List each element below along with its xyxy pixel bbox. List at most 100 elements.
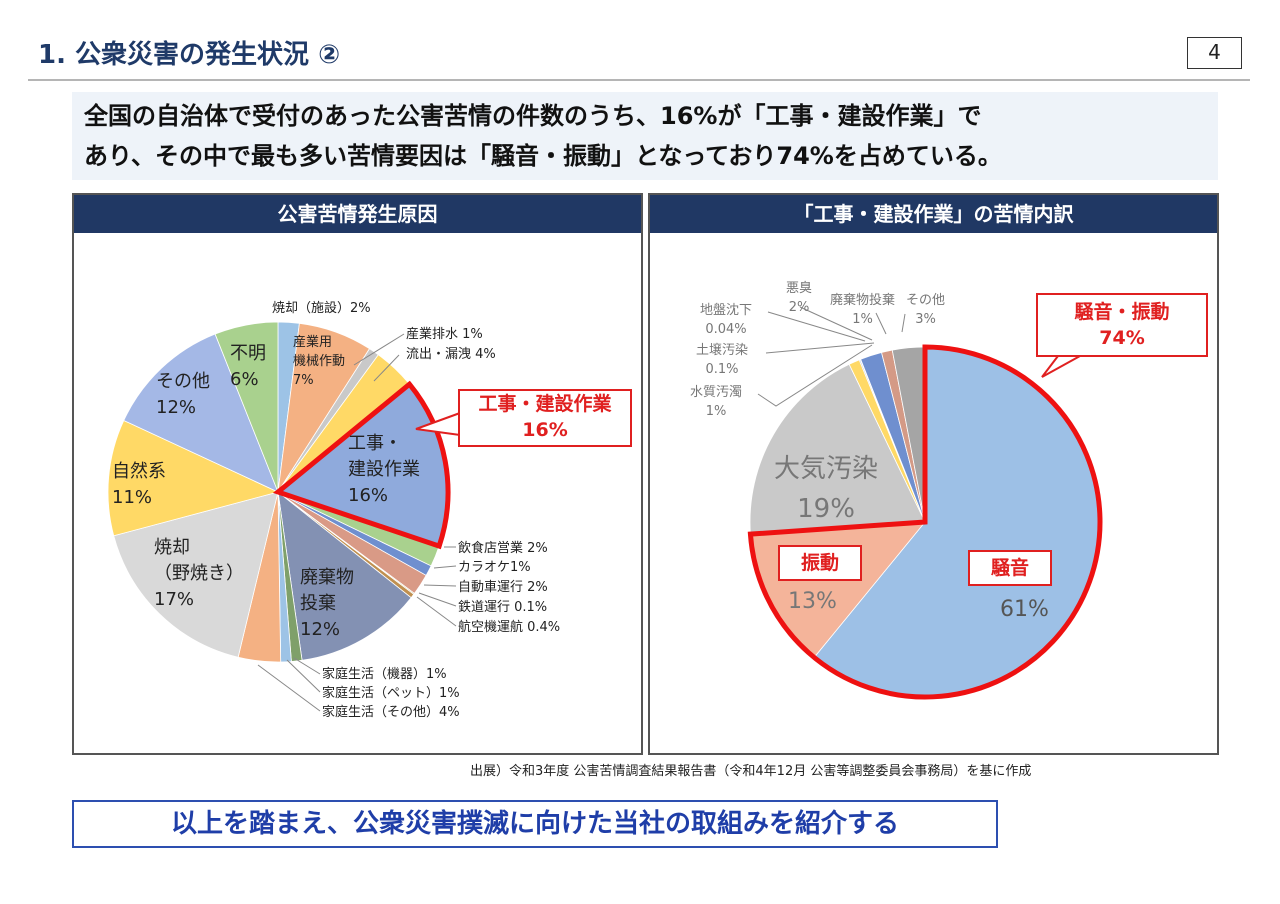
label-sonota-r-value: 3%	[915, 312, 936, 327]
label-koji-1: 工事・	[348, 433, 402, 454]
label-dojo-value: 0.1%	[705, 362, 739, 377]
label-jidosha: 自動車運行 2%	[458, 580, 548, 595]
leader-line	[257, 664, 321, 712]
label-taiki-name: 大気汚染	[774, 454, 879, 484]
leader-line	[875, 312, 887, 335]
pie-slice-15	[107, 419, 280, 537]
label-sangyo-value: 7%	[293, 373, 314, 388]
right-chart-panel: 「工事・建設作業」の苦情内訳 悪臭 2% 廃棄物投棄 1% その他 3% 地盤沈下 0.…	[648, 193, 1219, 755]
soon-shindo-callout-label: 騒音・振動	[1074, 301, 1170, 323]
label-sonota-r: その他 3%	[906, 291, 945, 329]
left-chart-title: 公害苦情発生原因	[74, 195, 641, 233]
label-dojo-name: 土壌汚染	[696, 343, 749, 358]
leader-line	[767, 311, 866, 342]
label-haiki-r: 廃棄物投棄 1%	[830, 291, 895, 329]
label-inshokuten: 飲食店営業 2%	[458, 541, 548, 556]
source-note: 出展）令和3年度 公害苦情調査結果報告書（令和4年12月 公害等調整委員会事務局…	[470, 764, 1032, 779]
label-karaoke: カラオケ1%	[458, 560, 531, 575]
left-chart-panel: 公害苦情発生原因 焼却（施設）2% 産業用機械作動 7% 産業排水 1% 流出・漏…	[72, 193, 643, 755]
label-jiban-value: 0.04%	[705, 322, 747, 337]
shindo-tag: 振動	[778, 545, 862, 581]
label-dojo: 土壌汚染 0.1%	[696, 341, 748, 379]
leader-line	[757, 344, 873, 407]
label-koji: 工事・建設作業 16%	[348, 431, 420, 509]
conclusion-box: 以上を踏まえ、公衆災害撲滅に向けた当社の取組みを紹介する	[72, 800, 998, 848]
highlight-outline	[747, 344, 1103, 700]
label-shizen-value: 11%	[112, 487, 153, 508]
pie-slice-10	[277, 491, 412, 661]
leader-line	[799, 306, 873, 341]
summary-box: 全国の自治体で受付のあった公害苦情の件数のうち、16%が「工事・建設作業」で あ…	[72, 92, 1218, 180]
pie-slice-17	[214, 321, 279, 493]
label-fumei: 不明 6%	[230, 341, 266, 393]
label-noyaki-1: 焼却	[154, 537, 190, 558]
pie-slice-2	[749, 363, 926, 535]
koji-callout-value: 16%	[522, 419, 568, 441]
label-haiki-r-name: 廃棄物投棄	[830, 293, 896, 308]
label-haiki-r-value: 1%	[852, 312, 873, 327]
soon-tag: 騒音	[968, 550, 1052, 586]
label-katei-sonota: 家庭生活（その他）4%	[322, 705, 460, 720]
leader-line	[293, 657, 321, 675]
label-soon-value: 61%	[1000, 597, 1049, 622]
label-sangyo-1: 産業用	[293, 335, 333, 350]
leader-line	[286, 659, 321, 693]
label-shizen: 自然系 11%	[112, 459, 166, 511]
koji-callout: 工事・建設作業 16%	[458, 389, 632, 447]
label-taiki-value: 19%	[797, 494, 855, 524]
koji-callout-label: 工事・建設作業	[478, 393, 612, 415]
leader-line	[433, 565, 457, 569]
label-tetsudo: 鉄道運行 0.1%	[458, 600, 548, 615]
label-sonota-name: その他	[156, 371, 210, 392]
label-koji-2: 建設作業	[348, 459, 420, 480]
pie-slice-14	[113, 491, 279, 658]
label-katei-kiki: 家庭生活（機器）1%	[322, 667, 447, 682]
label-akushu: 悪臭 2%	[786, 279, 812, 317]
label-haiki-1: 廃棄物	[300, 567, 354, 588]
label-noyaki-2: （野焼き）	[154, 563, 244, 584]
label-jiban-name: 地盤沈下	[700, 303, 753, 318]
callout-pointer	[1041, 355, 1081, 378]
label-sangyo-haisui: 産業排水 1%	[406, 327, 483, 342]
label-taiki: 大気汚染 19%	[774, 449, 878, 529]
soon-shindo-callout: 騒音・振動 74%	[1036, 293, 1208, 357]
leader-line	[901, 313, 906, 333]
highlight-outline	[272, 380, 451, 550]
label-fumei-name: 不明	[230, 343, 266, 364]
label-suishitsu-value: 1%	[705, 404, 727, 419]
label-fumei-value: 6%	[230, 369, 259, 390]
right-chart-title: 「工事・建設作業」の苦情内訳	[650, 195, 1217, 233]
title-divider	[28, 79, 1250, 81]
pie-slice-16	[123, 333, 279, 493]
label-noyaki-value: 17%	[154, 589, 195, 610]
soon-shindo-callout-value: 74%	[1099, 327, 1145, 349]
label-shokyaku-shisetsu: 焼却（施設）2%	[272, 301, 371, 316]
leader-line	[373, 354, 400, 382]
label-koji-value: 16%	[348, 485, 389, 506]
label-shizen-name: 自然系	[112, 461, 166, 482]
label-sangyo-2: 機械作動	[293, 354, 346, 369]
slide-title: 1. 公衆災害の発生状況 ②	[38, 40, 341, 70]
label-sonota: その他 12%	[156, 369, 210, 421]
label-kokuki: 航空機運航 0.4%	[458, 620, 561, 635]
label-ryushutsu: 流出・漏洩 4%	[406, 347, 496, 362]
label-sangyo-name: 産業用機械作動 7%	[293, 333, 345, 390]
label-shindo-value: 13%	[788, 589, 837, 614]
label-sonota-r-name: その他	[906, 293, 946, 308]
label-haiki: 廃棄物投棄 12%	[300, 565, 354, 643]
leader-line	[416, 596, 457, 627]
leader-line	[418, 592, 457, 607]
leader-line	[423, 584, 457, 587]
label-haiki-value: 12%	[300, 619, 341, 640]
label-jiban: 地盤沈下 0.04%	[700, 301, 752, 339]
label-akushu-value: 2%	[788, 300, 810, 315]
label-sonota-value: 12%	[156, 397, 197, 418]
label-akushu-name: 悪臭	[786, 281, 813, 296]
label-haiki-2: 投棄	[300, 593, 336, 614]
summary-line-2: あり、その中で最も多い苦情要因は「騒音・振動」となっており74%を占めている。	[84, 142, 1002, 170]
right-pie-chart	[747, 306, 1103, 700]
leader-line	[353, 333, 405, 366]
page-number: 4	[1187, 37, 1242, 69]
label-katei-pet: 家庭生活（ペット）1%	[322, 686, 460, 701]
left-pie-chart	[107, 321, 461, 712]
